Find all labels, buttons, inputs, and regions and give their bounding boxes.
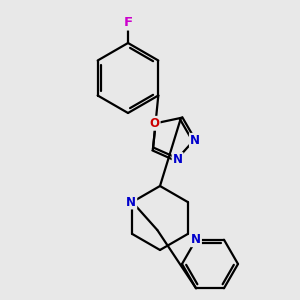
Text: N: N	[172, 153, 183, 166]
Text: O: O	[150, 117, 160, 130]
Text: N: N	[191, 233, 201, 246]
Text: F: F	[123, 16, 133, 29]
Text: N: N	[190, 134, 200, 147]
Text: N: N	[126, 196, 136, 208]
